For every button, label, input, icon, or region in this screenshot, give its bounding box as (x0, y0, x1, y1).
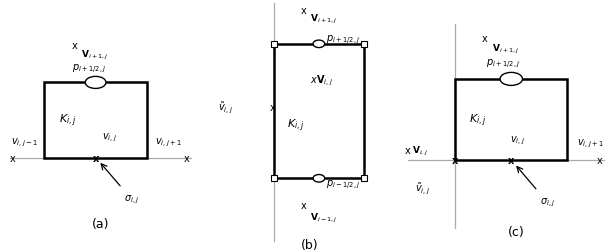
Text: $v_{i,j+1}$: $v_{i,j+1}$ (578, 137, 604, 150)
Bar (274, 45, 364, 178)
Bar (455, 80, 567, 161)
Ellipse shape (313, 175, 325, 182)
Text: x: x (269, 103, 275, 113)
Text: x: x (72, 40, 78, 50)
Text: $K_{i,j}$: $K_{i,j}$ (286, 117, 304, 133)
Text: x: x (452, 156, 458, 166)
Text: $\sigma_{i,j}$: $\sigma_{i,j}$ (540, 196, 555, 208)
Ellipse shape (85, 77, 106, 89)
Text: $\sigma_{i,j}$: $\sigma_{i,j}$ (124, 193, 139, 205)
Text: $\mathbf{V}_{i+1,j}$: $\mathbf{V}_{i+1,j}$ (81, 48, 109, 62)
Text: $K_{i,j}$: $K_{i,j}$ (59, 112, 77, 129)
Text: $\mathbf{V}_{i,j}$: $\mathbf{V}_{i,j}$ (412, 144, 428, 157)
Text: x: x (184, 153, 190, 163)
Text: $\tilde{v}_{i,j}$: $\tilde{v}_{i,j}$ (218, 100, 233, 116)
Bar (271, 176, 277, 182)
Text: $K_{i,j}$: $K_{i,j}$ (469, 112, 487, 128)
Text: $\mathbf{V}_{i+1,j}$: $\mathbf{V}_{i+1,j}$ (492, 43, 519, 56)
Text: $v_{i,j}$: $v_{i,j}$ (102, 131, 117, 144)
Text: x: x (508, 156, 514, 166)
Text: $p_{i+1/2,j}$: $p_{i+1/2,j}$ (486, 57, 520, 70)
Text: $v_{i,j}$: $v_{i,j}$ (510, 134, 525, 147)
Ellipse shape (500, 73, 522, 86)
Bar (44, 83, 147, 158)
Bar (271, 42, 277, 48)
Text: x: x (597, 156, 603, 166)
Text: $x\mathbf{V}_{i,j}$: $x\mathbf{V}_{i,j}$ (310, 73, 333, 88)
Text: $v_{i,j-1}$: $v_{i,j-1}$ (11, 136, 38, 148)
Text: $\mathbf{V}_{i-1,j}$: $\mathbf{V}_{i-1,j}$ (310, 211, 337, 224)
Text: x: x (10, 153, 16, 163)
Text: x: x (301, 6, 306, 16)
Bar (361, 176, 367, 182)
Text: x: x (301, 200, 306, 210)
Text: $v_{i,j+1}$: $v_{i,j+1}$ (155, 136, 182, 148)
Text: (b): (b) (301, 238, 319, 250)
Text: $\tilde{v}_{i,j}$: $\tilde{v}_{i,j}$ (415, 181, 430, 196)
Text: $p_{i+1/2,j}$: $p_{i+1/2,j}$ (72, 62, 106, 74)
Text: x: x (405, 146, 410, 156)
Ellipse shape (313, 41, 325, 48)
Text: (c): (c) (508, 225, 525, 238)
Text: $p_{i+1/2,j}$: $p_{i+1/2,j}$ (326, 33, 361, 46)
Text: x: x (92, 153, 98, 163)
Text: (a): (a) (92, 218, 109, 230)
Text: x: x (482, 34, 488, 44)
Text: $p_{i-1/2,j}$: $p_{i-1/2,j}$ (326, 178, 361, 190)
Bar (361, 42, 367, 48)
Text: $\mathbf{V}_{i+1,j}$: $\mathbf{V}_{i+1,j}$ (310, 13, 337, 26)
